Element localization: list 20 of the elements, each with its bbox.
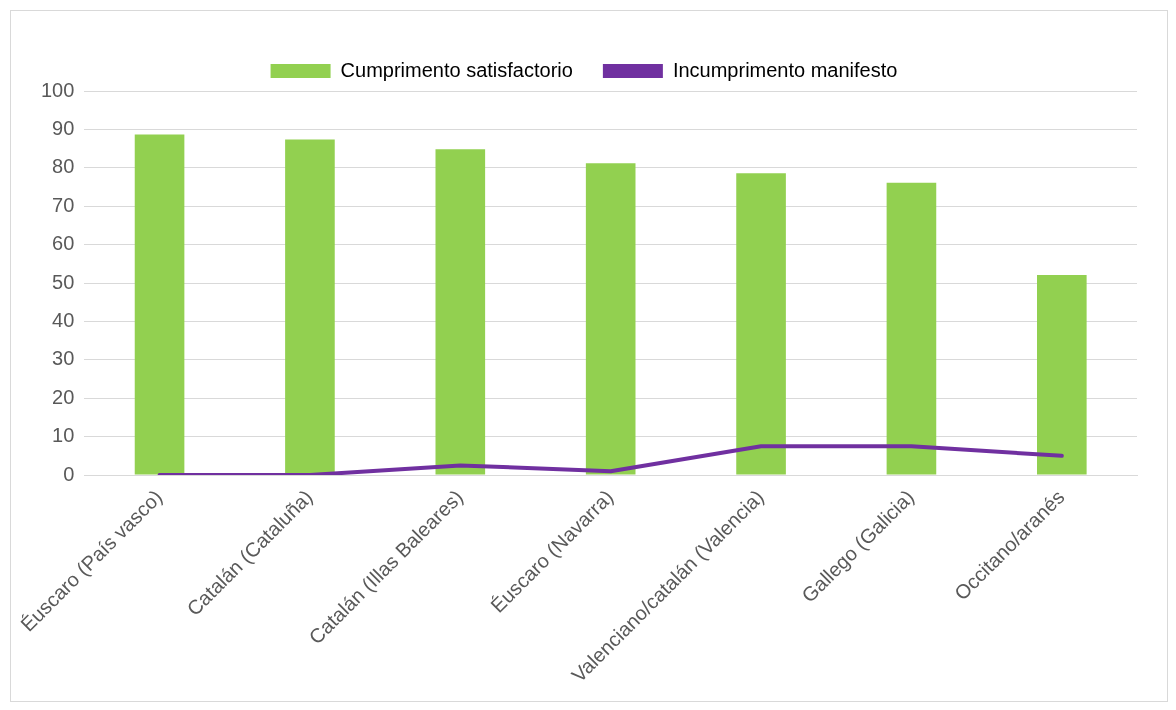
legend-label: Incumprimento manifesto	[672, 58, 898, 81]
y-tick-label: 90	[52, 116, 75, 139]
y-tick-label: 10	[52, 424, 75, 447]
y-tick-label: 100	[40, 78, 75, 101]
bar	[134, 134, 185, 475]
legend-label: Cumprimento satisfactorio	[340, 58, 573, 81]
y-tick-label: 0	[63, 462, 75, 485]
bar	[585, 163, 636, 475]
y-tick-label: 50	[52, 270, 75, 293]
bar	[285, 139, 335, 475]
y-tick-label: 80	[52, 155, 75, 178]
y-tick-label: 30	[52, 347, 75, 370]
y-tick-label: 40	[52, 308, 75, 331]
y-tick-label: 60	[52, 232, 75, 255]
bar	[435, 149, 486, 475]
bar	[886, 182, 937, 475]
bar	[736, 173, 786, 475]
y-tick-label: 20	[52, 385, 75, 408]
y-tick-label: 70	[52, 193, 75, 216]
bar	[1037, 274, 1087, 475]
